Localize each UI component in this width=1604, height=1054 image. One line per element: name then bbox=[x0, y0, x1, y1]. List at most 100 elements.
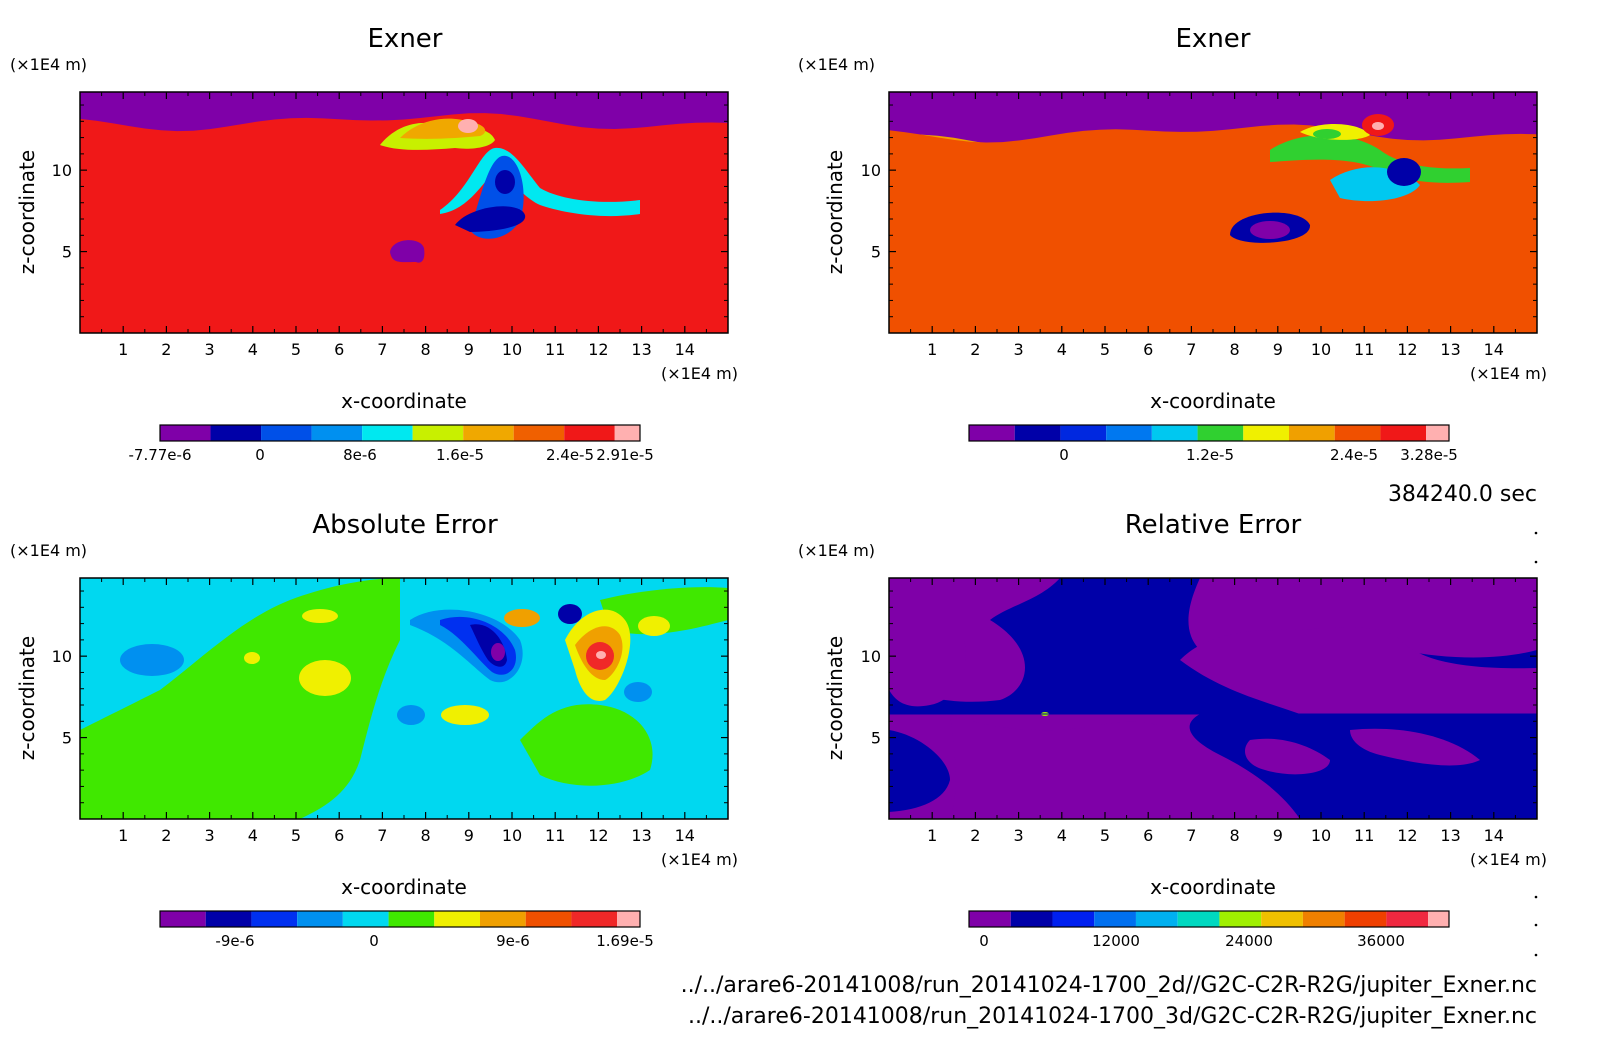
colorbar-swatch bbox=[969, 425, 1015, 441]
colorbar-label: -7.77e-6 bbox=[129, 446, 192, 464]
x-tick-label: 9 bbox=[1273, 826, 1283, 845]
x-tick-label: 1 bbox=[927, 340, 937, 359]
colorbar-swatch bbox=[617, 911, 640, 927]
colorbar-swatch bbox=[210, 425, 262, 441]
colorbar-label: -9e-6 bbox=[215, 932, 254, 950]
x-tick-label: 12 bbox=[1397, 826, 1417, 845]
lower-purple-right-2 bbox=[1350, 728, 1480, 766]
x-tick-label: 11 bbox=[1354, 826, 1374, 845]
top-hotspot bbox=[458, 119, 478, 133]
colorbar-swatch bbox=[251, 911, 298, 927]
upper-purple-left bbox=[889, 630, 966, 707]
x-tick-label: 7 bbox=[1186, 340, 1196, 359]
colorbar-swatch bbox=[1060, 425, 1107, 441]
x-tick-label: 6 bbox=[334, 340, 344, 359]
x-tick-label: 3 bbox=[205, 340, 215, 359]
colorbar-label: 12000 bbox=[1092, 932, 1140, 950]
x-tick-label: 2 bbox=[970, 826, 980, 845]
file-path-2d: ../../arare6-20141008/run_20141024-1700_… bbox=[681, 973, 1537, 998]
colorbar-swatch bbox=[1197, 425, 1244, 441]
colorbar-swatch bbox=[297, 911, 343, 927]
y-tick-label: 10 bbox=[52, 161, 72, 180]
lower-navy-left bbox=[889, 730, 950, 812]
plume-core bbox=[495, 170, 515, 194]
blob-blue-left bbox=[120, 644, 184, 676]
x-tick-label: 5 bbox=[291, 826, 301, 845]
x-tick-label: 8 bbox=[421, 826, 431, 845]
blob-yellow-1 bbox=[299, 660, 351, 696]
x-tick-label: 10 bbox=[1311, 340, 1331, 359]
y-unit-label: (×1E4 m) bbox=[10, 541, 87, 560]
colorbar-swatch bbox=[571, 911, 618, 927]
colorbar-frame bbox=[159, 910, 641, 928]
contour-field bbox=[889, 92, 1537, 333]
feature-green-blob bbox=[1313, 129, 1341, 139]
colorbar-frame bbox=[159, 424, 641, 442]
x-unit-label: (×1E4 m) bbox=[1470, 850, 1547, 869]
contour-band bbox=[80, 113, 728, 333]
field-layers bbox=[889, 92, 1537, 333]
colorbar-swatch bbox=[1261, 911, 1303, 927]
colorbar-swatch bbox=[261, 425, 312, 441]
blob-blue-right bbox=[624, 682, 652, 702]
x-tick-label: 8 bbox=[1230, 826, 1240, 845]
panel-exner-3d: Exner (×1E4 m) z-coordinate 1 2 3 4 5 6 7 8 9 10 1… bbox=[798, 24, 1547, 464]
plume-lower bbox=[455, 206, 526, 232]
x-tick-label: 13 bbox=[631, 826, 651, 845]
colorbar-label: 1.2e-5 bbox=[1186, 446, 1234, 464]
colorbar-swatch bbox=[969, 911, 1011, 927]
x-tick-label: 4 bbox=[248, 826, 258, 845]
colorbar: -7.77e-6 0 8e-6 1.6e-5 2.4e-5 2.91e-5 bbox=[129, 424, 654, 464]
chart-title: Relative Error bbox=[1125, 510, 1302, 540]
y-tick-label: 5 bbox=[62, 729, 72, 748]
x-tick-label: 1 bbox=[927, 826, 937, 845]
x-tick-label: 13 bbox=[1440, 340, 1460, 359]
x-unit-label: (×1E4 m) bbox=[661, 364, 738, 383]
x-tick-label: 13 bbox=[1440, 826, 1460, 845]
y-unit-label: (×1E4 m) bbox=[798, 541, 875, 560]
plume-cyan bbox=[440, 147, 640, 217]
colorbar-label: 1.6e-5 bbox=[436, 446, 484, 464]
x-tick-label: 5 bbox=[1100, 826, 1110, 845]
colorbar-swatch bbox=[1380, 425, 1427, 441]
bump-purple bbox=[390, 240, 425, 263]
y-unit-label: (×1E4 m) bbox=[10, 55, 87, 74]
y-ticks: 5 10 bbox=[52, 104, 728, 318]
y-tick-label: 10 bbox=[861, 647, 881, 666]
feature-hot bbox=[1372, 122, 1384, 130]
feature-core bbox=[1387, 158, 1421, 186]
region-green-left bbox=[80, 578, 400, 819]
panel-absolute-error: Absolute Error (×1E4 m) z-coordinate bbox=[10, 510, 738, 950]
colorbar-swatch bbox=[525, 911, 572, 927]
x-tick-label: 11 bbox=[545, 826, 565, 845]
x-tick-label: 14 bbox=[675, 340, 695, 359]
colorbar-label: 1.69e-5 bbox=[596, 932, 654, 950]
blob-yellow-2 bbox=[441, 705, 489, 725]
chart-title: Exner bbox=[1176, 24, 1251, 54]
x-tick-label: 9 bbox=[464, 340, 474, 359]
colorbar-swatch bbox=[1428, 911, 1449, 927]
colorbar-swatch bbox=[1014, 425, 1061, 441]
y-ticks: 5 10 bbox=[52, 590, 728, 804]
colorbar-swatch bbox=[1243, 425, 1289, 441]
x-tick-label: 10 bbox=[1311, 826, 1331, 845]
colorbar-label: 2.91e-5 bbox=[596, 446, 654, 464]
x-tick-label: 12 bbox=[588, 826, 608, 845]
lower-purple-right bbox=[1245, 738, 1330, 775]
x-ticks: 1 2 3 4 5 6 7 8 9 10 11 12 13 14 bbox=[910, 92, 1516, 359]
blob-navy bbox=[558, 604, 582, 624]
x-tick-label: 7 bbox=[377, 340, 387, 359]
x-tick-label: 13 bbox=[631, 340, 651, 359]
x-tick-label: 2 bbox=[161, 826, 171, 845]
colorbar-label: 2.4e-5 bbox=[546, 446, 594, 464]
x-tick-label: 7 bbox=[1186, 826, 1196, 845]
colorbar: -9e-6 0 9e-6 1.69e-5 bbox=[159, 910, 654, 950]
x-tick-label: 1 bbox=[118, 826, 128, 845]
x-tick-label: 6 bbox=[1143, 826, 1153, 845]
x-tick-label: 12 bbox=[588, 340, 608, 359]
colorbar-frame bbox=[968, 424, 1450, 442]
colorbar-swatch bbox=[513, 425, 565, 441]
x-ticks: 1 2 3 4 5 6 7 8 9 10 11 12 13 14 bbox=[101, 578, 707, 845]
colorbar-swatch bbox=[342, 911, 389, 927]
